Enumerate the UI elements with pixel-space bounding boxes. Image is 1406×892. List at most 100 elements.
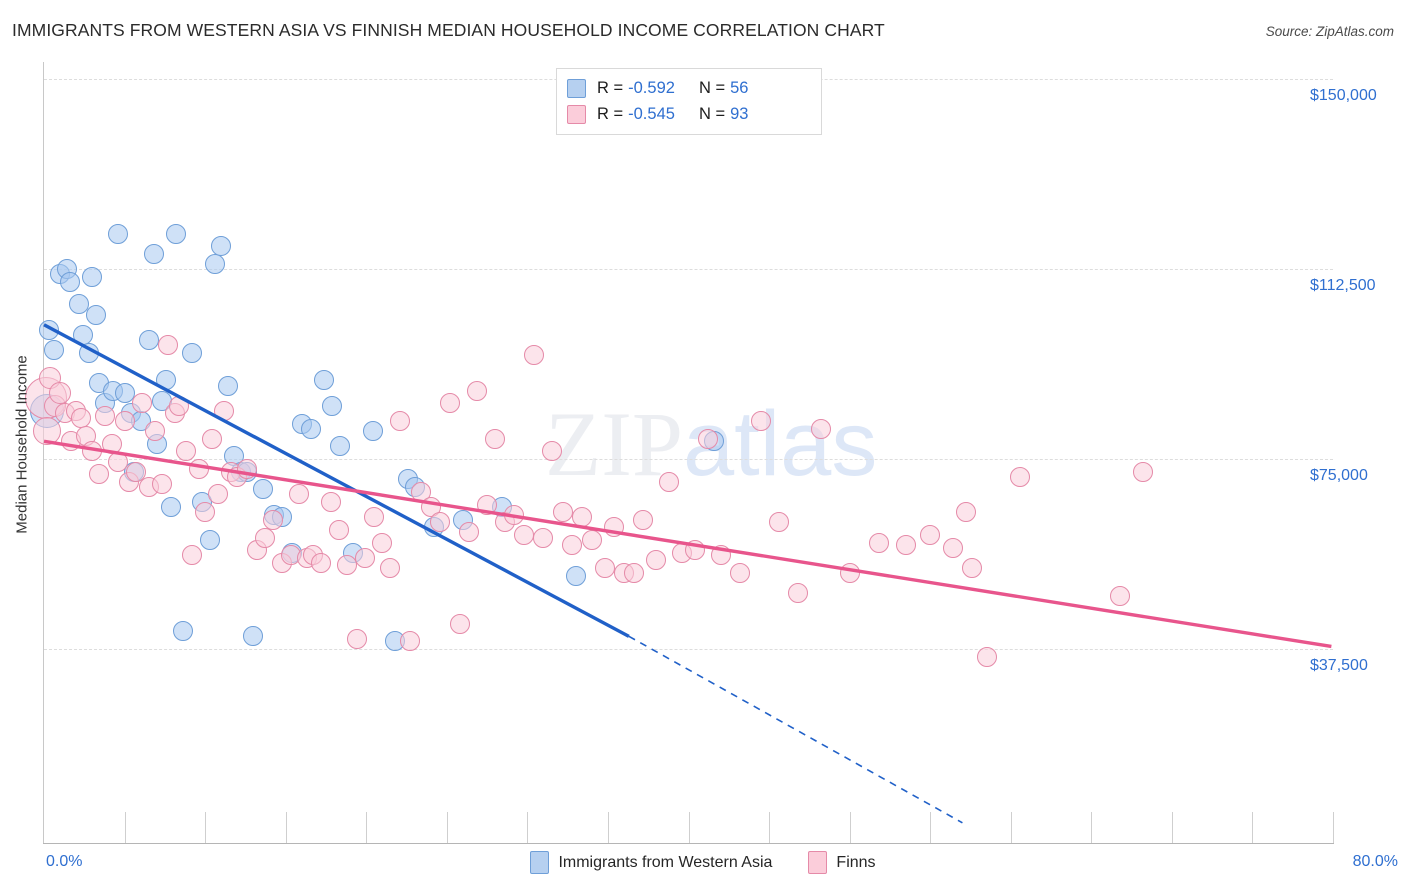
data-point[interactable]: [254, 527, 275, 548]
data-point[interactable]: [810, 418, 831, 439]
data-point[interactable]: [955, 502, 976, 523]
data-point[interactable]: [449, 613, 470, 634]
data-point[interactable]: [697, 428, 718, 449]
data-point[interactable]: [372, 532, 393, 553]
data-point[interactable]: [459, 522, 480, 543]
data-point[interactable]: [440, 393, 461, 414]
data-point[interactable]: [604, 517, 625, 538]
data-point[interactable]: [33, 417, 62, 446]
data-point[interactable]: [1110, 585, 1131, 606]
data-point[interactable]: [646, 550, 667, 571]
data-point[interactable]: [301, 418, 322, 439]
data-point[interactable]: [839, 563, 860, 583]
data-point[interactable]: [201, 428, 222, 449]
data-point[interactable]: [1132, 461, 1153, 482]
data-point[interactable]: [362, 421, 383, 442]
data-point[interactable]: [138, 329, 159, 350]
data-point[interactable]: [330, 436, 351, 457]
data-point[interactable]: [288, 484, 309, 505]
data-point[interactable]: [237, 459, 258, 480]
data-point[interactable]: [199, 530, 220, 551]
data-point[interactable]: [38, 319, 59, 340]
data-point[interactable]: [262, 509, 283, 530]
data-point[interactable]: [211, 236, 232, 257]
data-point[interactable]: [364, 507, 385, 528]
data-point[interactable]: [565, 565, 586, 586]
data-point[interactable]: [85, 304, 106, 325]
data-point[interactable]: [730, 563, 751, 583]
data-point[interactable]: [523, 345, 544, 366]
data-point[interactable]: [572, 507, 593, 528]
data-point[interactable]: [623, 563, 644, 583]
data-point[interactable]: [354, 547, 375, 568]
data-point[interactable]: [72, 324, 93, 345]
data-point[interactable]: [467, 380, 488, 401]
data-point[interactable]: [169, 395, 190, 416]
data-point[interactable]: [320, 492, 341, 513]
data-point[interactable]: [182, 342, 203, 363]
data-point[interactable]: [95, 405, 116, 426]
data-point[interactable]: [314, 370, 335, 391]
data-point[interactable]: [920, 525, 941, 545]
data-point[interactable]: [217, 375, 238, 396]
data-point[interactable]: [311, 552, 332, 573]
data-point[interactable]: [976, 646, 997, 667]
data-point[interactable]: [751, 411, 771, 431]
data-point[interactable]: [59, 271, 80, 292]
data-point[interactable]: [79, 342, 100, 363]
data-point[interactable]: [1010, 466, 1031, 487]
data-point[interactable]: [49, 382, 72, 405]
data-point[interactable]: [214, 400, 235, 421]
data-point[interactable]: [942, 537, 963, 558]
data-point[interactable]: [684, 540, 705, 561]
data-point[interactable]: [788, 583, 809, 604]
data-point[interactable]: [243, 626, 264, 647]
data-point[interactable]: [504, 504, 525, 525]
data-point[interactable]: [204, 253, 225, 274]
data-point[interactable]: [477, 494, 498, 515]
data-point[interactable]: [581, 530, 602, 551]
data-point[interactable]: [88, 464, 109, 485]
data-point[interactable]: [633, 509, 654, 530]
data-point[interactable]: [156, 370, 177, 391]
data-point[interactable]: [108, 451, 129, 472]
data-point[interactable]: [151, 474, 172, 495]
data-point[interactable]: [380, 557, 401, 578]
data-point[interactable]: [562, 535, 583, 556]
series-legend-item-0[interactable]: Immigrants from Western Asia: [530, 851, 772, 874]
data-point[interactable]: [161, 497, 182, 518]
data-point[interactable]: [328, 519, 349, 540]
data-point[interactable]: [533, 527, 554, 548]
data-point[interactable]: [896, 535, 917, 556]
data-point[interactable]: [114, 411, 135, 431]
data-point[interactable]: [594, 557, 615, 578]
data-point[interactable]: [336, 555, 357, 576]
data-point[interactable]: [514, 525, 535, 545]
data-point[interactable]: [390, 411, 411, 431]
data-point[interactable]: [659, 471, 680, 492]
data-point[interactable]: [108, 223, 129, 244]
data-point[interactable]: [82, 266, 103, 287]
data-point[interactable]: [710, 545, 731, 566]
data-point[interactable]: [552, 502, 573, 523]
series-legend-item-1[interactable]: Finns: [808, 851, 876, 874]
data-point[interactable]: [485, 428, 506, 449]
data-point[interactable]: [253, 479, 274, 500]
data-point[interactable]: [188, 459, 209, 480]
data-point[interactable]: [195, 502, 216, 523]
data-point[interactable]: [541, 441, 562, 462]
data-point[interactable]: [166, 223, 187, 244]
data-point[interactable]: [43, 340, 64, 361]
data-point[interactable]: [962, 557, 983, 578]
data-point[interactable]: [208, 484, 228, 505]
data-point[interactable]: [768, 512, 789, 533]
data-point[interactable]: [868, 532, 889, 553]
data-point[interactable]: [158, 335, 179, 355]
data-point[interactable]: [132, 393, 153, 414]
data-point[interactable]: [182, 545, 203, 566]
data-point[interactable]: [143, 243, 164, 264]
data-point[interactable]: [172, 621, 193, 642]
data-point[interactable]: [69, 294, 90, 315]
data-point[interactable]: [346, 628, 367, 649]
data-point[interactable]: [430, 512, 451, 533]
